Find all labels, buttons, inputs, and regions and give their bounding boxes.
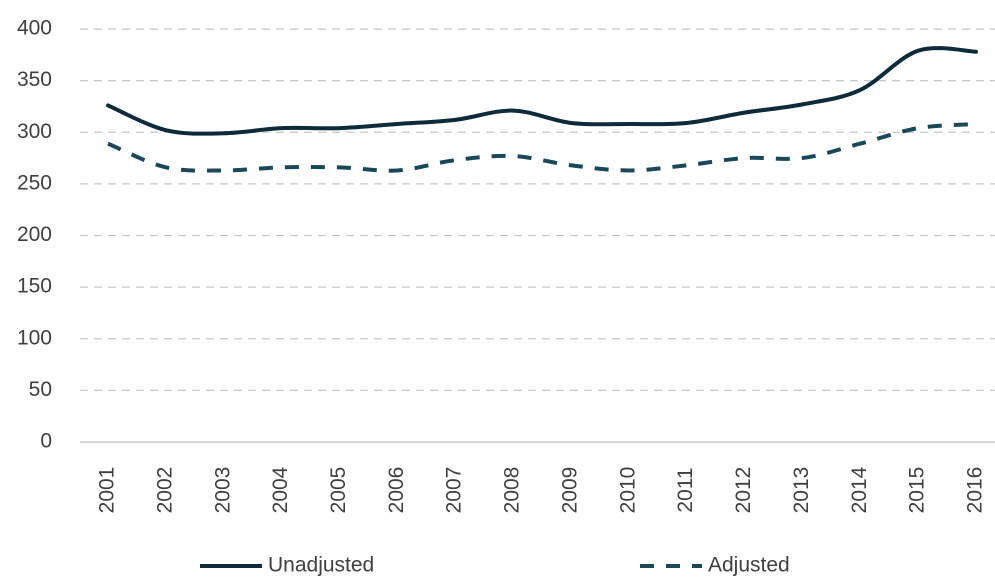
x-tick-label: 2015 xyxy=(906,467,929,514)
series-line xyxy=(106,46,978,136)
x-tick-label: 2011 xyxy=(674,467,697,512)
legend-label: Unadjusted xyxy=(268,554,374,577)
x-tick-label: 2014 xyxy=(848,466,871,513)
y-tick-label: 0 xyxy=(40,430,52,453)
y-tick-label: 350 xyxy=(17,68,52,91)
y-tick-label: 250 xyxy=(17,171,52,194)
x-tick-label: 2003 xyxy=(211,467,234,514)
y-tick-label: 300 xyxy=(17,120,52,143)
legend-label: Adjusted xyxy=(708,554,790,577)
x-tick-label: 2016 xyxy=(964,467,987,514)
x-tick-label: 2006 xyxy=(385,467,408,514)
y-tick-label: 100 xyxy=(17,326,52,349)
x-tick-label: 2005 xyxy=(327,467,350,514)
x-tick-label: 2002 xyxy=(153,467,176,514)
y-tick-label: 400 xyxy=(17,17,52,40)
y-tick-label: 50 xyxy=(29,378,52,401)
series-line xyxy=(107,121,977,173)
y-tick-label: 200 xyxy=(17,223,52,246)
x-tick-label: 2004 xyxy=(269,466,292,513)
x-tick-label: 2008 xyxy=(501,467,524,514)
x-tick-label: 2007 xyxy=(443,467,466,514)
x-tick-label: 2001 xyxy=(96,467,119,514)
x-tick-label: 2012 xyxy=(732,467,755,514)
x-tick-label: 2013 xyxy=(790,467,813,514)
x-tick-label: 2010 xyxy=(616,467,639,514)
x-tick-label: 2009 xyxy=(558,467,581,514)
y-tick-label: 150 xyxy=(17,275,52,298)
